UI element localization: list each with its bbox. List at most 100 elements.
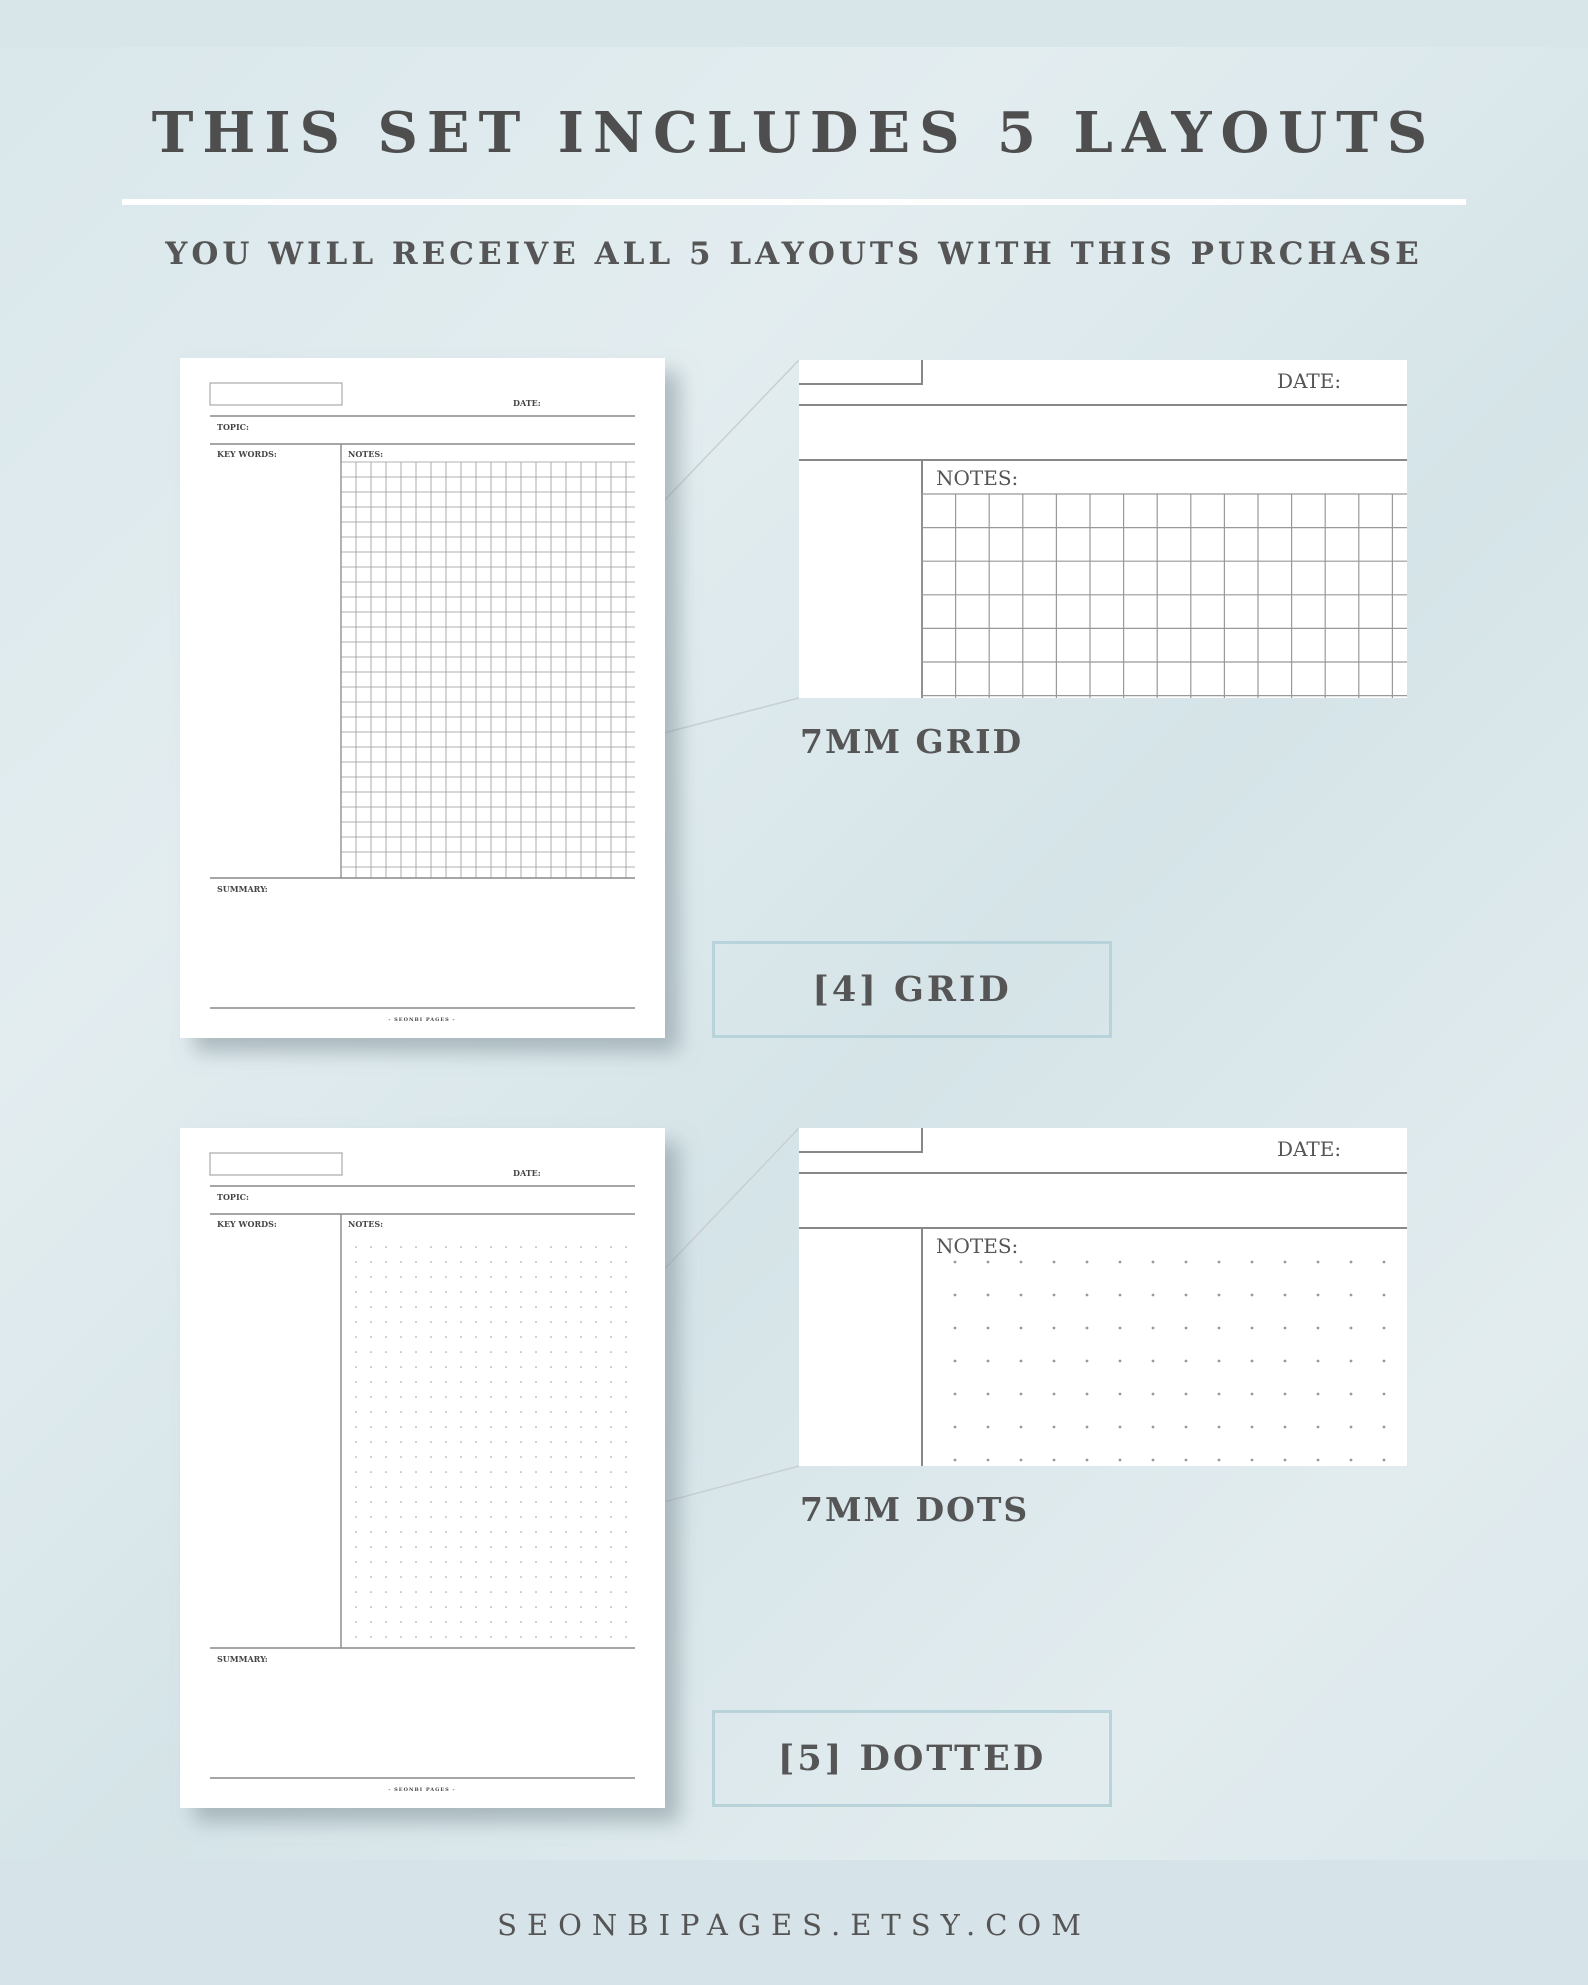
grid-dot xyxy=(595,1531,597,1533)
grid-dot xyxy=(475,1291,477,1293)
grid-dot xyxy=(445,1486,447,1488)
grid-dot xyxy=(355,1546,357,1548)
grid-dot xyxy=(445,1261,447,1263)
grid-dot xyxy=(505,1246,507,1248)
grid-dot xyxy=(1217,1425,1221,1429)
grid-dot xyxy=(400,1606,402,1608)
grid-dot xyxy=(1151,1458,1155,1462)
grid-dot xyxy=(370,1351,372,1353)
grid-dot xyxy=(550,1471,552,1473)
grid-dot xyxy=(430,1291,432,1293)
grid-dot xyxy=(565,1381,567,1383)
grid-dot xyxy=(610,1561,612,1563)
grid-dot xyxy=(355,1306,357,1308)
grid-dot xyxy=(580,1591,582,1593)
grid-dot xyxy=(520,1306,522,1308)
grid-dot xyxy=(400,1261,402,1263)
grid-dot xyxy=(415,1426,417,1428)
grid-dot xyxy=(400,1291,402,1293)
grid-dot xyxy=(625,1261,627,1263)
grid-dot xyxy=(385,1411,387,1413)
grid-dot xyxy=(415,1501,417,1503)
grid-dot xyxy=(505,1591,507,1593)
grid-dot xyxy=(520,1606,522,1608)
grid-dot xyxy=(520,1501,522,1503)
grid-dot xyxy=(550,1381,552,1383)
grid-dot xyxy=(625,1336,627,1338)
grid-dot xyxy=(1250,1293,1254,1297)
grid-dot xyxy=(610,1441,612,1443)
grid-dot xyxy=(490,1426,492,1428)
grid-dot xyxy=(385,1441,387,1443)
grid-dot xyxy=(535,1441,537,1443)
grid-dot xyxy=(1052,1425,1056,1429)
grid-dot xyxy=(580,1471,582,1473)
notes-label: NOTES: xyxy=(348,449,383,459)
grid-dot xyxy=(580,1261,582,1263)
grid-dot xyxy=(430,1561,432,1563)
grid-dot xyxy=(415,1606,417,1608)
grid-dot xyxy=(370,1486,372,1488)
grid-dot xyxy=(1151,1326,1155,1330)
top-band xyxy=(0,0,1588,47)
grid-dot xyxy=(1085,1359,1089,1363)
grid-dot xyxy=(610,1381,612,1383)
grid-dot xyxy=(610,1456,612,1458)
grid-dot xyxy=(370,1546,372,1548)
grid-dot xyxy=(1382,1260,1386,1264)
grid-dot xyxy=(625,1591,627,1593)
grid-dot xyxy=(520,1246,522,1248)
grid-dot xyxy=(610,1426,612,1428)
grid-dot xyxy=(355,1486,357,1488)
grid-dot xyxy=(580,1351,582,1353)
grid-dot xyxy=(400,1411,402,1413)
grid-dot xyxy=(415,1411,417,1413)
grid-dot xyxy=(385,1471,387,1473)
grid-dot xyxy=(490,1636,492,1638)
grid-dot xyxy=(595,1576,597,1578)
grid-dot xyxy=(355,1591,357,1593)
grid-dot xyxy=(400,1636,402,1638)
grid-dot xyxy=(355,1261,357,1263)
grid-dot xyxy=(595,1426,597,1428)
grid-dot xyxy=(460,1606,462,1608)
grid-dot xyxy=(400,1246,402,1248)
title-box xyxy=(209,1152,343,1176)
grid-dot xyxy=(400,1576,402,1578)
dotted-layout-label: [5] DOTTED xyxy=(712,1710,1112,1807)
grid-dot xyxy=(1283,1293,1287,1297)
grid-dot xyxy=(520,1636,522,1638)
grid-dot xyxy=(385,1486,387,1488)
grid-dot xyxy=(385,1396,387,1398)
grid-dot xyxy=(505,1501,507,1503)
grid-dot xyxy=(1019,1293,1023,1297)
grid-dot xyxy=(565,1516,567,1518)
grid-dot xyxy=(1085,1425,1089,1429)
grid-dot xyxy=(355,1456,357,1458)
grid-dot xyxy=(1283,1326,1287,1330)
grid-dot xyxy=(460,1501,462,1503)
grid-dot xyxy=(1316,1458,1320,1462)
grid-dot xyxy=(535,1351,537,1353)
grid-dot xyxy=(385,1591,387,1593)
grid-dot xyxy=(610,1516,612,1518)
grid-dot xyxy=(415,1366,417,1368)
grid-dot xyxy=(445,1546,447,1548)
grid-dot xyxy=(370,1636,372,1638)
grid-dot xyxy=(430,1576,432,1578)
grid-dot xyxy=(355,1396,357,1398)
grid-dot xyxy=(625,1291,627,1293)
grid-dot xyxy=(550,1426,552,1428)
grid-dot xyxy=(385,1456,387,1458)
grid-dot xyxy=(445,1471,447,1473)
grid-dot xyxy=(550,1606,552,1608)
grid-dot xyxy=(415,1561,417,1563)
grid-dot xyxy=(385,1516,387,1518)
grid-dot xyxy=(610,1501,612,1503)
grid-dot xyxy=(610,1246,612,1248)
grid-dot xyxy=(475,1336,477,1338)
grid-dot xyxy=(565,1486,567,1488)
grid-dot xyxy=(565,1291,567,1293)
grid-dot xyxy=(385,1306,387,1308)
grid-dot xyxy=(370,1381,372,1383)
